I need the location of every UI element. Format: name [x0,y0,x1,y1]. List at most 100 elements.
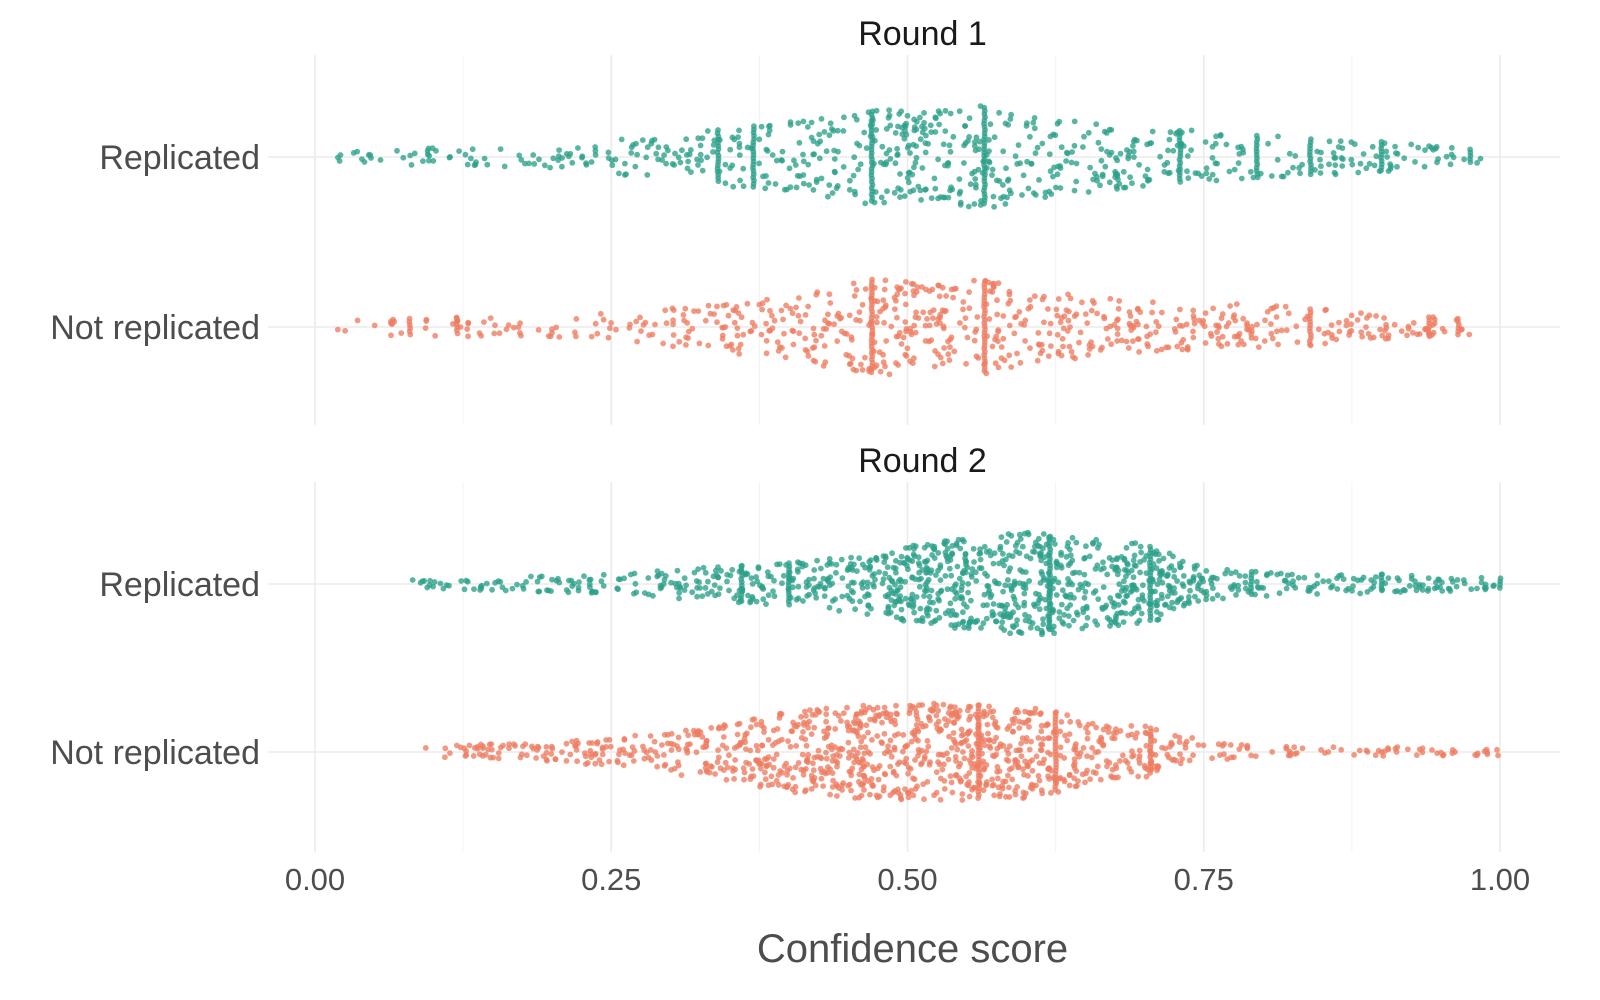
data-point [633,140,639,147]
data-point [883,709,889,716]
data-point [737,177,743,184]
data-point [437,580,444,587]
data-point [865,778,871,784]
data-point [675,580,682,587]
data-point [938,588,944,595]
data-point [915,315,922,321]
data-point [865,749,872,755]
data-point [675,154,682,161]
data-point [734,332,741,339]
data-point [995,280,1002,287]
data-point [394,147,400,154]
data-point [685,732,692,739]
data-point [759,306,765,313]
data-point [409,577,416,583]
data-point [1482,586,1489,593]
data-point [1027,297,1033,303]
data-point [776,561,783,567]
data-point [533,755,539,761]
data-point [861,787,867,793]
data-point [1157,153,1163,160]
data-point [913,309,919,316]
data-point [1236,151,1243,157]
data-point [957,199,964,206]
data-point [697,151,704,158]
data-point [1027,345,1033,351]
data-point [765,754,772,760]
data-point [1058,314,1065,321]
data-point [1408,141,1415,148]
data-point [1358,329,1365,335]
data-point [1129,180,1135,187]
data-point [1128,731,1135,738]
data-point [994,297,1000,304]
data-point [367,152,374,158]
data-point [789,786,796,793]
data-point [1187,587,1193,594]
data-point [1093,724,1100,731]
data-point [1101,313,1107,320]
data-point [849,355,856,362]
data-point [543,744,550,750]
data-point [505,322,512,328]
data-point [1059,335,1066,342]
data-point [1008,190,1014,197]
data-point [1018,630,1025,636]
data-point [771,593,778,600]
data-point [859,756,866,762]
data-point [1022,338,1028,344]
data-point [874,765,881,772]
data-point [973,353,980,360]
data-point [770,764,777,771]
data-point [942,549,949,556]
data-point [937,562,944,568]
data-point [977,556,984,563]
data-point [912,329,919,336]
data-point [1235,341,1242,348]
data-point [668,730,675,737]
data-point [826,132,833,139]
data-point [885,610,892,617]
data-point [936,761,943,768]
data-point-column [981,368,988,374]
data-point [1460,577,1467,583]
data-point [1090,540,1096,547]
data-point [1066,622,1072,629]
data-point [1006,291,1013,298]
data-point [1058,719,1065,725]
data-point [618,136,625,143]
data-point [1375,747,1382,754]
data-point-column [1307,341,1313,348]
data-point [1018,740,1024,747]
data-point [576,579,582,585]
data-point [430,158,437,164]
data-point [998,195,1004,202]
data-point [1012,580,1018,587]
data-point [1034,357,1041,364]
data-point [1328,322,1335,328]
data-point [1231,166,1238,173]
data-point [790,719,796,726]
data-point [1373,153,1380,160]
data-point [747,328,754,335]
data-point [708,725,715,731]
data-point [1080,745,1087,751]
series-round-1-replicated [335,103,1484,210]
data-point [990,560,997,567]
data-point [1087,776,1093,783]
data-point [1155,323,1162,330]
data-point [1109,735,1116,741]
data-point [796,295,802,301]
data-point [1149,128,1156,135]
data-point [962,315,969,321]
data-point [1135,596,1142,603]
data-point [935,315,942,322]
data-point [787,305,794,312]
data-point-column [1147,770,1153,776]
data-point [695,135,702,142]
data-point [976,565,983,571]
data-point [465,319,472,326]
data-point [986,587,993,594]
data-point [882,302,889,308]
data-point [1085,189,1092,195]
